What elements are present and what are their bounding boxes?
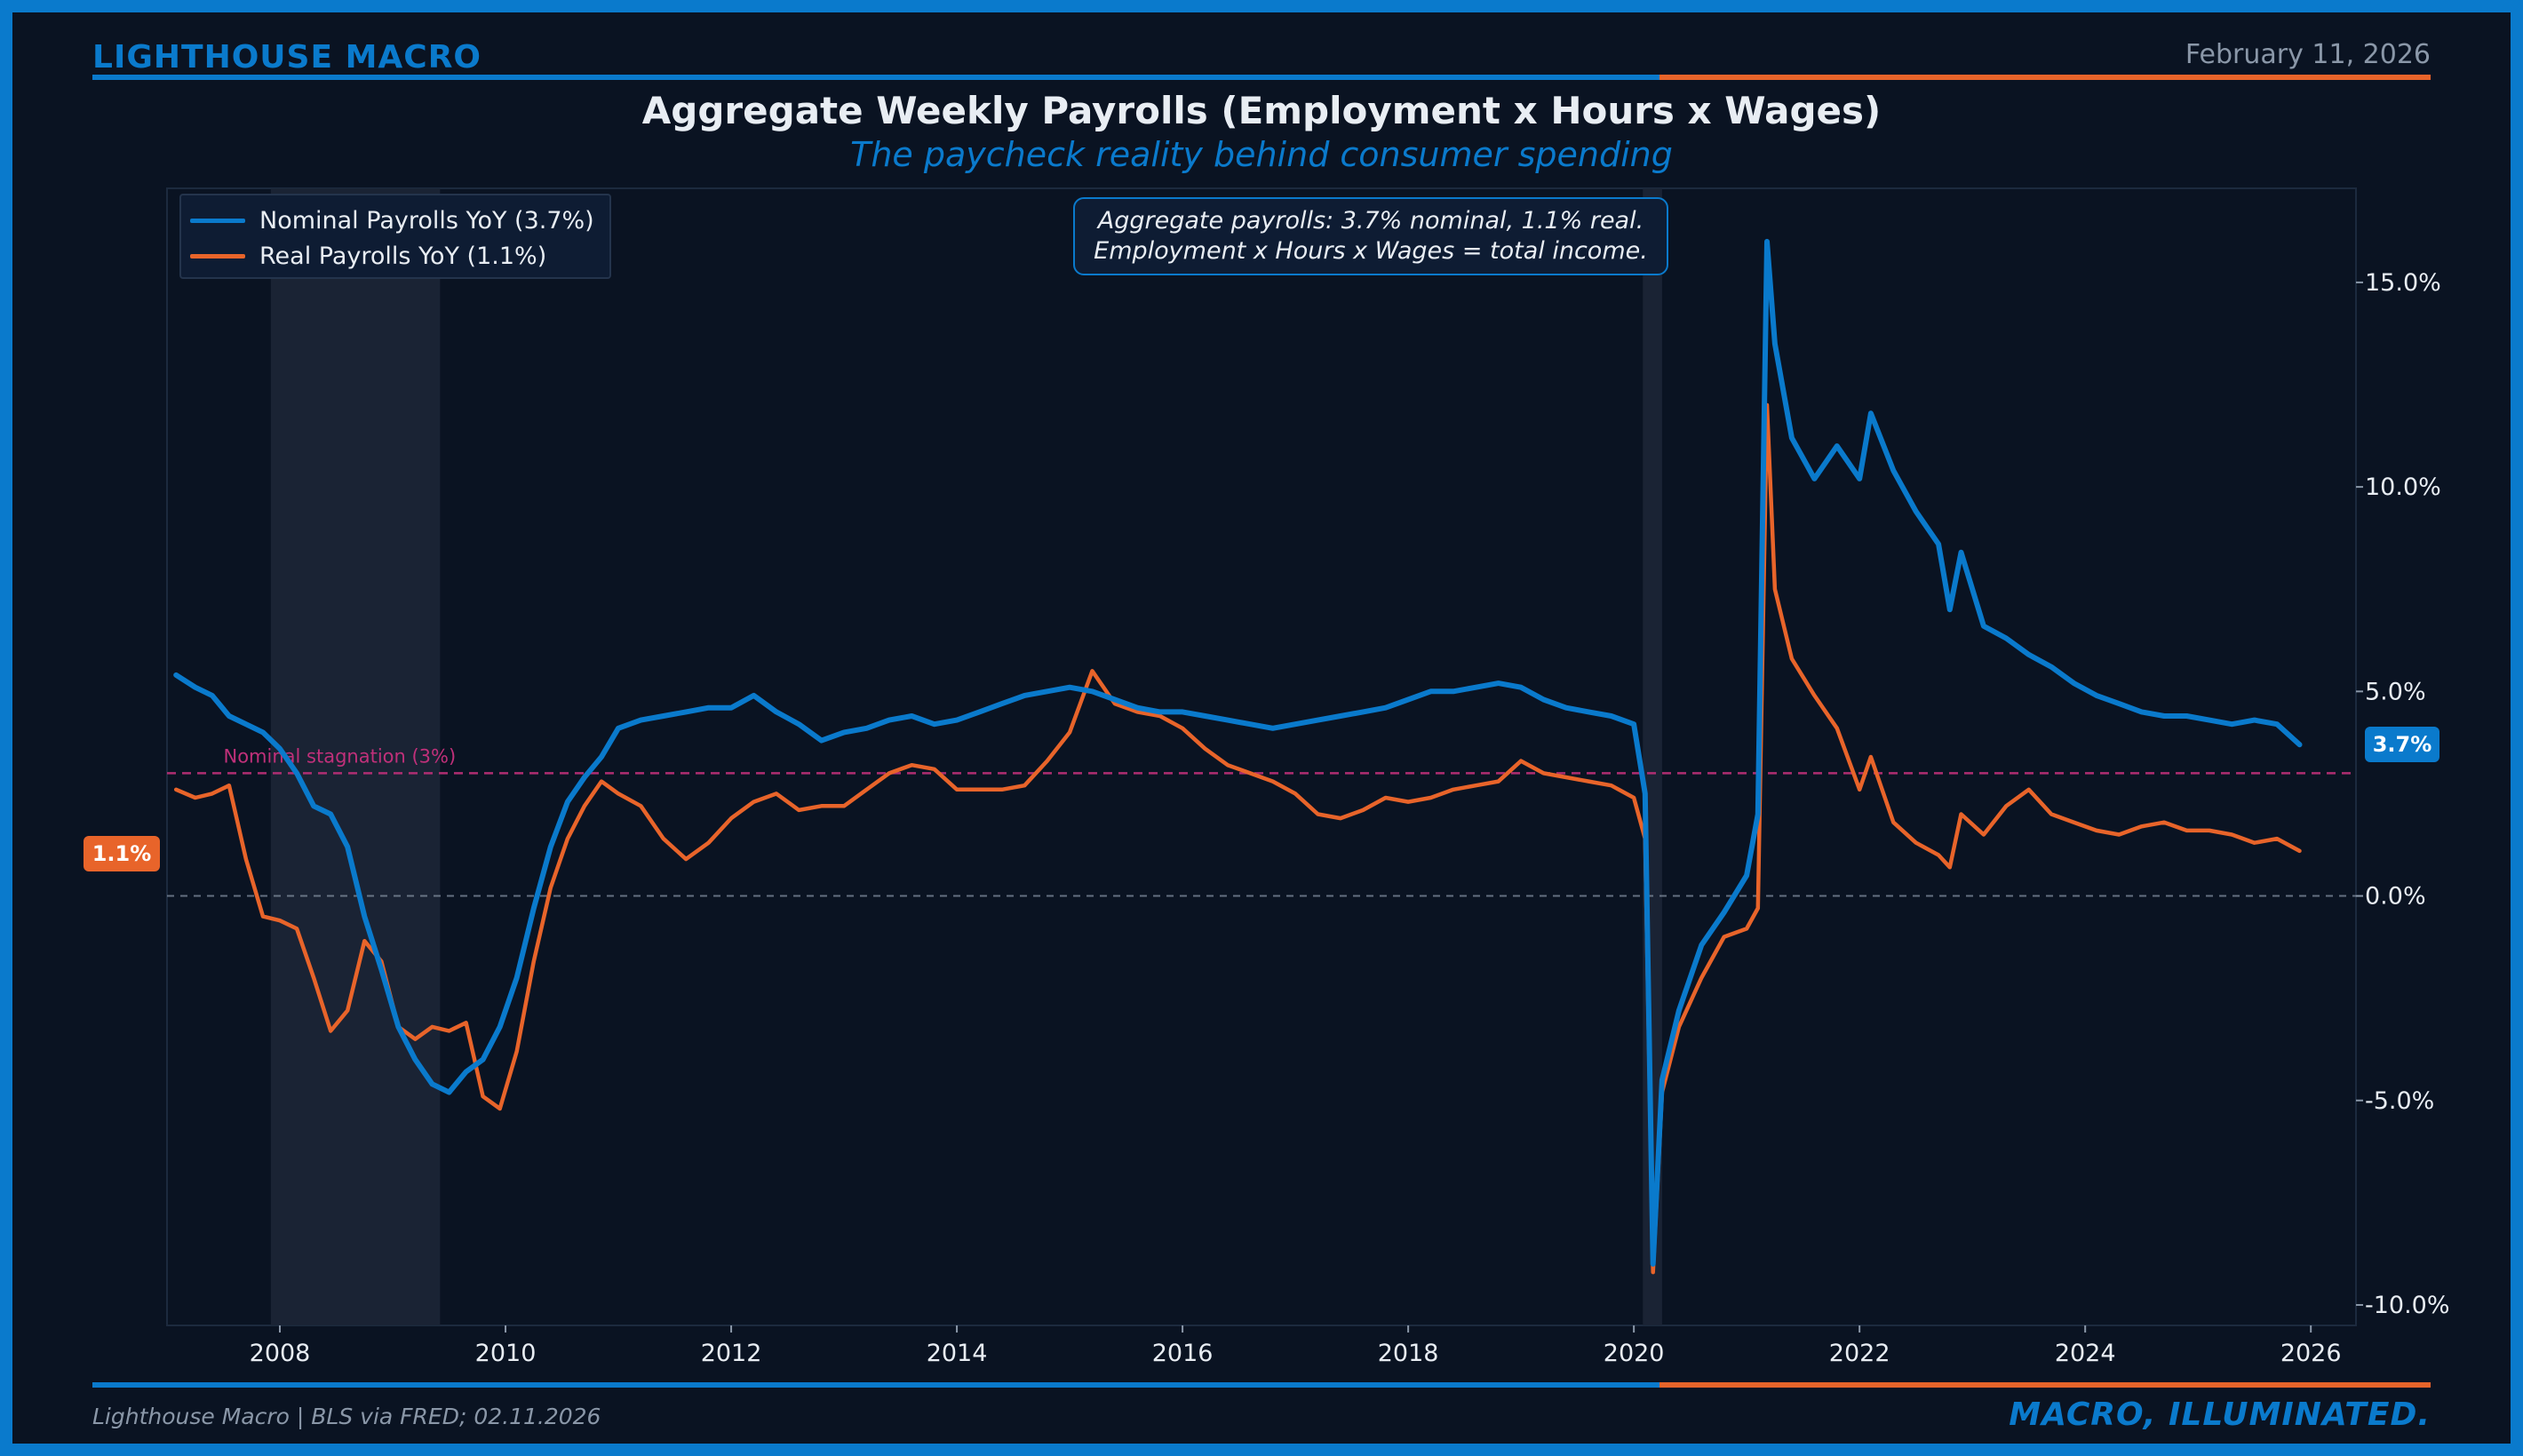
x-tick-label: 2022 [1829, 1340, 1890, 1367]
recession-band-0 [270, 188, 441, 1325]
legend-label-real: Real Payrolls YoY (1.1%) [259, 242, 547, 270]
y-tick-label: 5.0% [2365, 678, 2426, 705]
series-line-real [173, 402, 2302, 1275]
y-tick-label: -10.0% [2365, 1292, 2450, 1319]
x-tick-label: 2020 [1604, 1340, 1665, 1367]
legend-entry-nominal: Nominal Payrolls YoY (3.7%) [181, 203, 594, 238]
x-tick-label: 2018 [1378, 1340, 1439, 1367]
brand-name: LIGHTHOUSE MACRO [92, 39, 482, 76]
legend-entry-real: Real Payrolls YoY (1.1%) [181, 238, 546, 274]
legend-swatch-real [190, 253, 245, 259]
stagnation-label: Nominal stagnation (3%) [224, 745, 457, 767]
source-note: Lighthouse Macro | BLS via FRED; 02.11.2… [92, 1404, 601, 1429]
x-tick-label: 2012 [701, 1340, 762, 1367]
nominal-latest-badge: 3.7% [2365, 727, 2439, 762]
report-date: February 11, 2026 [2185, 39, 2431, 70]
series-line-nominal [173, 238, 2303, 1267]
y-tick-label: 0.0% [2365, 883, 2426, 911]
header-rule-blue [92, 75, 1659, 80]
header-rule-orange [1659, 75, 2431, 80]
chart-title: Aggregate Weekly Payrolls (Employment x … [641, 89, 1882, 132]
chart-legend: Nominal Payrolls YoY (3.7%) Real Payroll… [179, 194, 611, 279]
x-tick-label: 2024 [2055, 1340, 2116, 1367]
x-tick-label: 2016 [1152, 1340, 1214, 1367]
annotation-line-2: Employment x Hours x Wages = total incom… [1094, 237, 1648, 265]
footer-rule-blue [92, 1382, 1659, 1388]
plot-border [166, 187, 2357, 1326]
y-tick-label: 15.0% [2365, 269, 2441, 297]
real-latest-badge: 1.1% [84, 836, 160, 871]
tagline: MACRO, ILLUMINATED. [2009, 1396, 2431, 1433]
y-tick-label: -5.0% [2365, 1087, 2434, 1115]
y-tick-label: 10.0% [2365, 473, 2441, 501]
chart-subtitle: The paycheck reality behind consumer spe… [850, 135, 1673, 174]
x-tick-label: 2008 [250, 1340, 311, 1367]
x-tick-label: 2026 [2280, 1340, 2342, 1367]
legend-swatch-nominal [190, 218, 245, 223]
x-tick-label: 2010 [475, 1340, 537, 1367]
legend-label-nominal: Nominal Payrolls YoY (3.7%) [259, 206, 594, 235]
footer-rule-orange [1659, 1382, 2431, 1388]
annotation-line-1: Aggregate payrolls: 3.7% nominal, 1.1% r… [1097, 207, 1644, 235]
x-tick-label: 2014 [927, 1340, 988, 1367]
chart-annotation: Aggregate payrolls: 3.7% nominal, 1.1% r… [1073, 197, 1668, 275]
